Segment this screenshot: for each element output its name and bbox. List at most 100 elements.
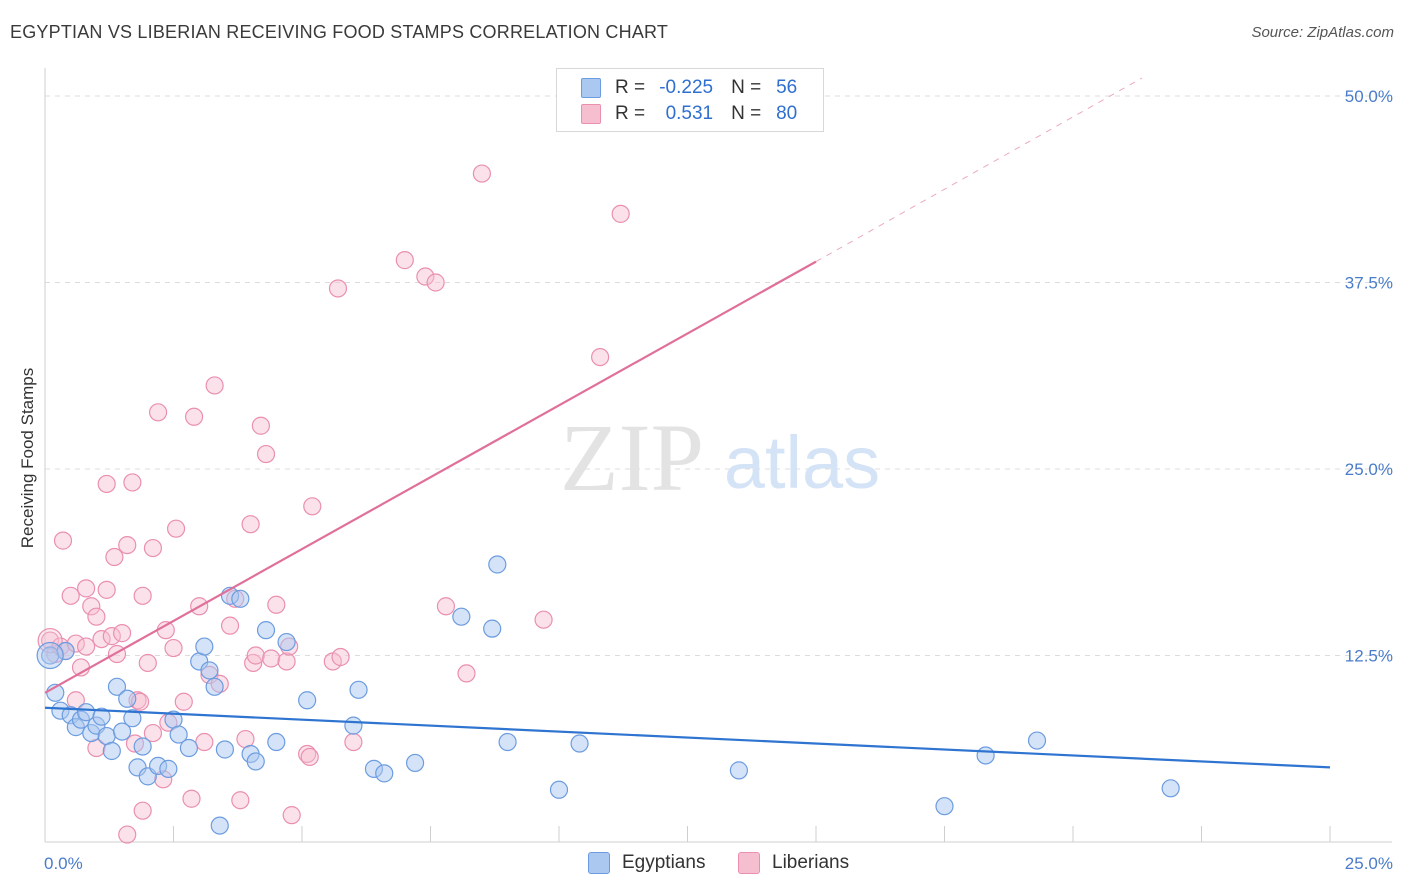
liberian-point	[87, 607, 106, 626]
liberian-point	[251, 416, 270, 435]
egyptian-point	[118, 689, 137, 708]
egyptian-point	[200, 661, 219, 680]
egyptian-point	[976, 746, 995, 765]
watermark-zip: ZIP	[560, 404, 704, 511]
egyptian-point	[112, 722, 132, 741]
egyptian-point	[349, 680, 368, 699]
liberian-point	[611, 204, 630, 223]
liberian-point	[148, 403, 168, 422]
liberian-point	[344, 732, 363, 752]
trend-lines	[44, 77, 1331, 769]
egyptian-point	[375, 764, 394, 783]
egyptian-point	[179, 738, 199, 758]
liberian-point	[138, 653, 157, 673]
liberian-point	[534, 610, 553, 629]
legend-row-liberians: R = 0.531 N = 80	[581, 101, 797, 127]
watermark: ZIP atlas	[560, 404, 880, 511]
liberian-point	[61, 586, 80, 605]
egyptian-point	[344, 716, 363, 735]
liberian-point	[118, 825, 137, 844]
liberian-point	[282, 806, 301, 825]
source-credit: Source: ZipAtlas.com	[1251, 24, 1394, 41]
egyptian-point	[570, 734, 589, 753]
liberians-legend-swatch	[738, 852, 760, 874]
egyptian-point	[405, 753, 425, 773]
egyptian-point	[483, 619, 502, 638]
liberian-point	[102, 627, 121, 646]
egyptian-point	[267, 732, 286, 752]
x-tick-label: 25.0%	[1345, 854, 1393, 873]
liberian-point	[97, 580, 116, 599]
egyptian-point	[277, 632, 296, 652]
liberian-point	[77, 637, 96, 656]
chart-title: EGYPTIAN VS LIBERIAN RECEIVING FOOD STAM…	[10, 22, 669, 42]
liberian-point	[231, 791, 250, 810]
egyptian-point	[133, 737, 152, 756]
y-tick-label: 12.5%	[1345, 647, 1393, 666]
n-value: 56	[776, 77, 798, 98]
liberian-point	[591, 348, 610, 367]
gridlines	[45, 95, 1392, 656]
egyptian-cluster-point	[36, 641, 64, 670]
egyptian-point	[215, 740, 234, 759]
liberian-point	[300, 747, 319, 767]
liberian-point	[256, 444, 276, 464]
r-label: R =	[615, 103, 646, 124]
liberian-point	[112, 624, 132, 643]
liberian-point	[133, 586, 152, 605]
egyptian-point	[92, 707, 111, 726]
liberian-point	[395, 251, 414, 270]
egyptian-point	[488, 555, 507, 574]
liberian-point	[262, 649, 281, 668]
y-tick-label: 25.0%	[1345, 460, 1393, 479]
n-label: N =	[731, 103, 762, 124]
egyptian-point	[107, 677, 127, 696]
tick-labels: 12.5% 25.0% 37.5% 50.0% 0.0% 25.0%	[44, 87, 1393, 873]
egyptians-swatch	[581, 78, 601, 98]
liberian-point	[123, 473, 142, 492]
liberian-point	[118, 535, 137, 555]
n-label: N =	[731, 77, 762, 98]
egyptian-point	[246, 752, 265, 771]
egyptians-points	[36, 555, 1180, 835]
liberian-point	[328, 279, 348, 298]
liberian-point	[298, 744, 317, 764]
egyptian-point	[549, 780, 569, 799]
liberian-point	[436, 597, 456, 616]
liberian-point	[143, 538, 163, 558]
egyptians-legend-swatch	[588, 852, 610, 874]
liberian-point	[92, 629, 111, 649]
egyptian-point	[1027, 731, 1047, 750]
egyptian-point	[729, 761, 749, 780]
liberian-point	[105, 547, 124, 567]
liberian-point	[133, 801, 152, 820]
liberian-point	[166, 519, 186, 538]
watermark-atlas: atlas	[724, 421, 880, 504]
egyptian-point	[195, 637, 214, 656]
stats-legend: R = -0.225 N = 56 R = 0.531 N = 80	[556, 68, 824, 132]
r-value: -0.225	[659, 77, 714, 98]
liberian-point	[220, 616, 240, 635]
egyptian-point	[256, 621, 276, 640]
liberians-trend-line	[44, 260, 817, 694]
liberian-point	[53, 531, 73, 550]
egyptian-point	[102, 741, 121, 761]
egyptian-point	[169, 725, 188, 744]
liberians-trend-extension	[815, 77, 1143, 263]
liberian-point	[267, 595, 286, 614]
liberians-points	[37, 86, 728, 844]
egyptian-point	[1161, 779, 1180, 798]
liberian-point	[241, 515, 260, 534]
liberian-point	[97, 474, 116, 494]
x-tick-label: 0.0%	[44, 854, 83, 873]
liberian-point	[174, 692, 193, 711]
r-label: R =	[615, 77, 646, 98]
liberian-point	[182, 789, 201, 808]
liberian-point	[205, 376, 224, 395]
egyptian-point	[231, 589, 250, 608]
egyptians-legend-label: Egyptians	[622, 852, 706, 873]
egyptians-trend-line	[44, 706, 1331, 769]
liberian-point	[457, 664, 476, 683]
liberian-point	[416, 267, 435, 286]
